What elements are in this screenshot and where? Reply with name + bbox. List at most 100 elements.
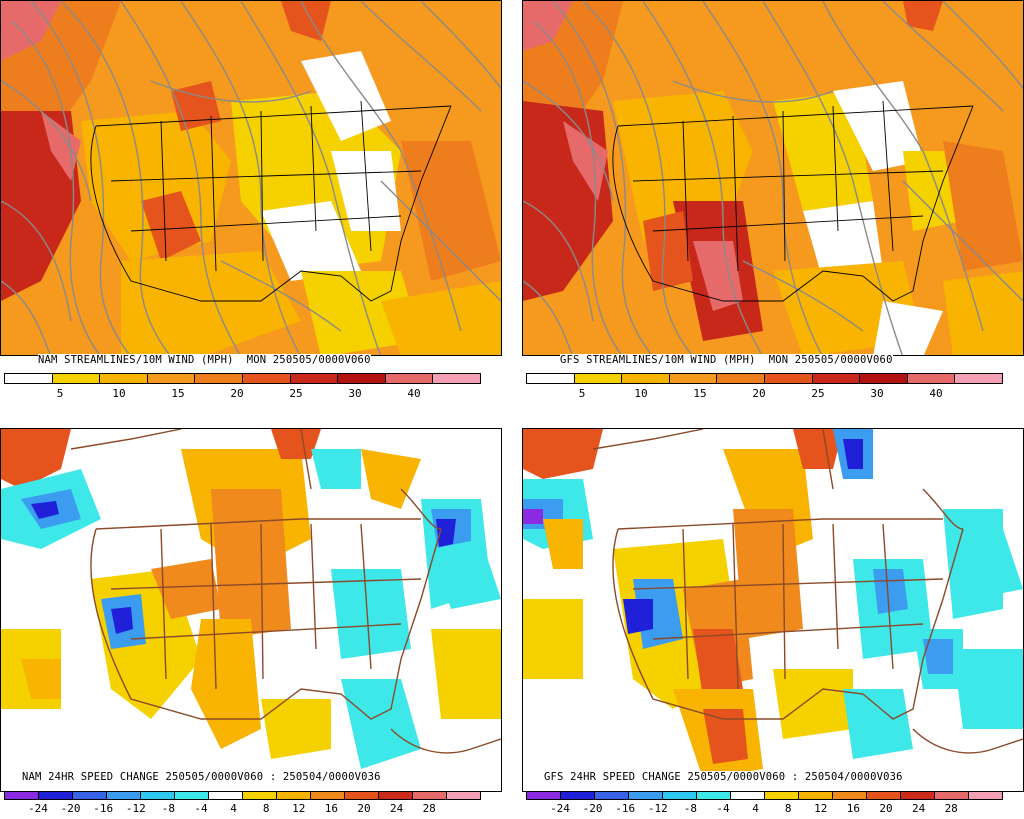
colorbar-swatch xyxy=(345,792,379,799)
colorbar-swatch xyxy=(669,374,718,383)
colorbar-swatch xyxy=(413,792,447,799)
colorbar-swatch xyxy=(561,792,595,799)
panel-title: GFS 24HR SPEED CHANGE 250505/0000V060 : … xyxy=(544,771,903,783)
panel-title: NAM STREAMLINES/10M WIND (MPH) MON 25050… xyxy=(38,354,371,366)
map-nam-change xyxy=(0,428,502,792)
colorbar-swatch xyxy=(433,374,480,383)
colorbar-tick-label: 25 xyxy=(289,387,303,400)
colorbar-swatch xyxy=(5,792,39,799)
colorbar-tick-label: -4 xyxy=(194,802,208,815)
colorbar-swatch xyxy=(385,374,434,383)
colorbar-swatch xyxy=(574,374,623,383)
colorbar-tick-label: -24 xyxy=(28,802,48,815)
colorbar-swatch xyxy=(901,792,935,799)
colorbar-tick-label: -16 xyxy=(615,802,636,815)
colorbar-swatch xyxy=(175,792,209,799)
colorbar-tick-label: -4 xyxy=(716,802,730,815)
colorbar-tick-label: -12 xyxy=(647,802,668,815)
speed-change-map xyxy=(1,429,501,791)
colorbar-swatch xyxy=(833,792,867,799)
colorbar-tick-label: 10 xyxy=(634,387,648,400)
colorbar-swatch xyxy=(764,374,813,383)
colorbar-swatch xyxy=(141,792,175,799)
colorbar-tick-label: -8 xyxy=(683,802,698,815)
colorbar-tick-label: -12 xyxy=(125,802,146,815)
colorbar-swatch xyxy=(527,374,575,383)
colorbar-tick-label: 8 xyxy=(784,802,792,815)
colorbar-tick-label: -20 xyxy=(60,802,81,815)
colorbar-tick-label: 12 xyxy=(292,802,306,815)
colorbar-tick-label: 20 xyxy=(357,802,371,815)
colorbar-tick-labels: 5 10 15 20 25 30 40 xyxy=(522,387,1024,401)
wind-colorbar xyxy=(526,373,1003,384)
colorbar-swatch xyxy=(629,792,663,799)
colorbar-tick-label: 4 xyxy=(752,802,759,815)
colorbar-swatch xyxy=(290,374,339,383)
colorbar-tick-label: 20 xyxy=(879,802,893,815)
wind-colorbar xyxy=(4,373,481,384)
colorbar-tick-label: -8 xyxy=(161,802,176,815)
colorbar-tick-label: 4 xyxy=(230,802,237,815)
colorbar-swatch xyxy=(242,374,291,383)
colorbar-swatch xyxy=(73,792,107,799)
colorbar-swatch xyxy=(52,374,101,383)
colorbar-swatch xyxy=(731,792,765,799)
colorbar-swatch xyxy=(243,792,277,799)
colorbar-swatch xyxy=(867,792,901,799)
colorbar-tick-label: 30 xyxy=(348,387,362,400)
colorbar-tick-labels: 5 10 15 20 25 30 40 xyxy=(0,387,502,401)
colorbar-swatch xyxy=(860,374,908,383)
map-nam-wind xyxy=(0,0,502,356)
wind-field-map xyxy=(523,1,1023,355)
change-colorbar xyxy=(526,791,1003,800)
colorbar-tick-label: 10 xyxy=(112,387,126,400)
colorbar-tick-labels: -24 -20 -16 -12 -8 -4 4 8 12 16 20 24 28 xyxy=(0,802,502,816)
colorbar-tick-label: 15 xyxy=(171,387,185,400)
colorbar-tick-label: 5 xyxy=(578,387,586,400)
colorbar-tick-label: 5 xyxy=(56,387,64,400)
colorbar-tick-labels: -24 -20 -16 -12 -8 -4 4 8 12 16 20 24 28 xyxy=(522,802,1024,816)
colorbar-swatch xyxy=(717,374,765,383)
colorbar-tick-label: 12 xyxy=(814,802,828,815)
panel-title: GFS STREAMLINES/10M WIND (MPH) MON 25050… xyxy=(560,354,893,366)
colorbar-tick-label: 40 xyxy=(929,387,943,400)
colorbar-tick-label: 24 xyxy=(389,802,404,815)
colorbar-swatch xyxy=(209,792,243,799)
colorbar-swatch xyxy=(969,792,1002,799)
panel-title: NAM 24HR SPEED CHANGE 250505/0000V060 : … xyxy=(22,771,381,783)
colorbar-swatch xyxy=(5,374,53,383)
colorbar-tick-label: 20 xyxy=(230,387,244,400)
colorbar-tick-label: 24 xyxy=(911,802,926,815)
colorbar-tick-label: 28 xyxy=(422,802,436,815)
map-gfs-wind xyxy=(522,0,1024,356)
colorbar-swatch xyxy=(765,792,799,799)
colorbar-tick-label: 30 xyxy=(870,387,884,400)
colorbar-swatch xyxy=(697,792,731,799)
change-colorbar xyxy=(4,791,481,800)
colorbar-tick-label: -24 xyxy=(550,802,570,815)
colorbar-tick-label: 8 xyxy=(262,802,270,815)
map-gfs-change xyxy=(522,428,1024,792)
wind-field-map xyxy=(1,1,501,355)
colorbar-swatch xyxy=(799,792,833,799)
colorbar-swatch xyxy=(100,374,148,383)
colorbar-tick-label: -16 xyxy=(93,802,114,815)
colorbar-tick-label: 28 xyxy=(944,802,958,815)
colorbar-swatch xyxy=(447,792,480,799)
colorbar-swatch xyxy=(955,374,1002,383)
speed-change-map xyxy=(523,429,1023,791)
colorbar-swatch xyxy=(935,792,969,799)
colorbar-swatch xyxy=(195,374,243,383)
colorbar-swatch xyxy=(622,374,670,383)
colorbar-swatch xyxy=(663,792,697,799)
colorbar-swatch xyxy=(311,792,345,799)
colorbar-tick-label: 40 xyxy=(407,387,421,400)
colorbar-swatch xyxy=(338,374,386,383)
colorbar-swatch xyxy=(39,792,73,799)
colorbar-swatch xyxy=(277,792,311,799)
colorbar-swatch xyxy=(107,792,141,799)
colorbar-swatch xyxy=(147,374,196,383)
colorbar-tick-label: 16 xyxy=(846,802,861,815)
colorbar-swatch xyxy=(595,792,629,799)
colorbar-tick-label: 15 xyxy=(693,387,707,400)
